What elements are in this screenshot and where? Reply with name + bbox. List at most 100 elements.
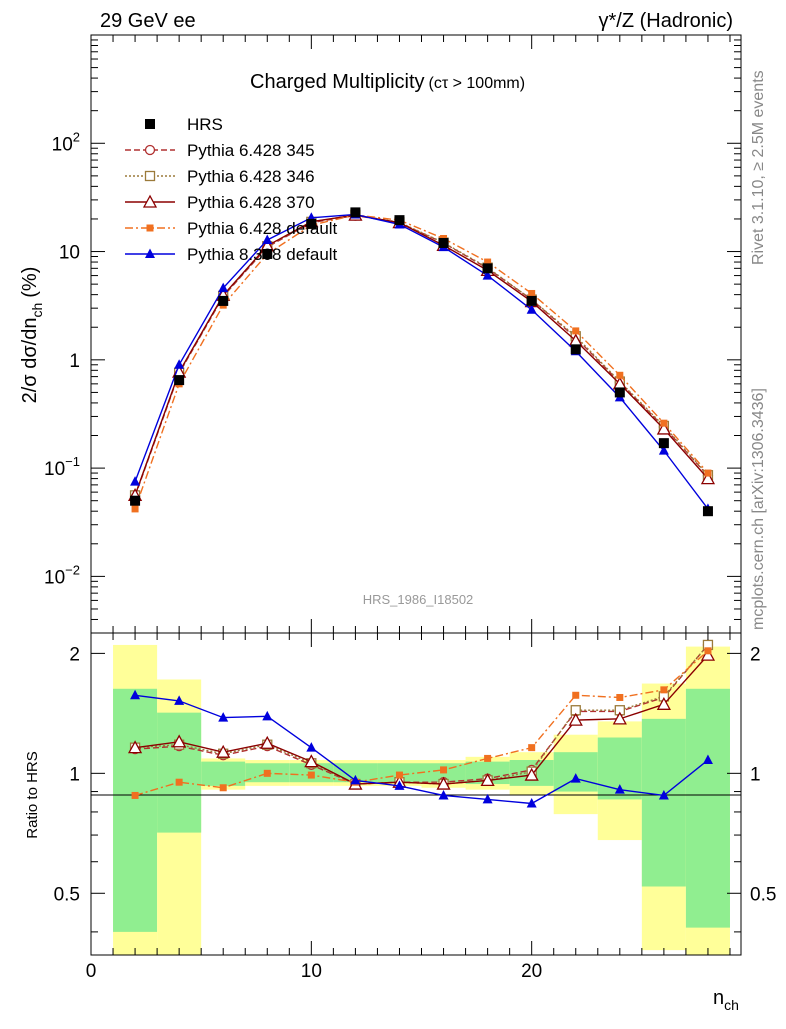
mcplots-note: mcplots.cern.ch [arXiv:1306.3436] [750,388,767,630]
y-axis-label-sub: ch [29,303,45,318]
ratio-point [484,754,492,762]
header-right: γ*/Z (Hadronic) [599,10,733,32]
ratio-point [526,798,537,808]
main-plot-panel: 10−2 10−1 1 10 102 Charged Multiplicity (cτ >… [19,34,742,634]
x-axis-label-sub: ch [724,997,739,1013]
data-point [306,218,317,229]
data-point [700,471,716,485]
data-point [572,327,580,335]
data-point [438,237,449,248]
ratio-point [350,774,361,785]
legend-marker [146,224,154,232]
legend-item: Pythia 6.428 370 [125,193,315,212]
band-green [201,761,246,786]
legend-label: Pythia 6.428 default [187,219,338,238]
ratio-point [262,710,273,721]
ratio-point [570,773,581,783]
legend-marker [145,248,155,258]
ratio-point [394,780,405,790]
ratio-plot-series [127,639,716,808]
y-tick-label-left: 1 [69,764,80,785]
ratio-point [218,712,229,722]
data-point [482,270,493,280]
ratio-point [704,647,712,655]
chart-title-suffix: (cτ > 100mm) [429,75,526,92]
ratio-line [134,654,709,785]
header-left: 29 GeV ee [100,10,196,32]
data-point [131,505,139,513]
band-green [333,763,378,783]
y-tick-label: 10−1 [44,454,80,480]
ratio-point [130,689,141,700]
legend-item: HRS [145,115,223,134]
series-line [134,214,709,510]
main-plot-ticks: 10−2 10−1 1 10 102 [44,35,741,634]
legend-label: Pythia 6.428 370 [187,193,315,212]
ratio-line [135,644,709,785]
data-point [656,421,671,435]
x-tick-label: 10 [301,961,322,982]
ratio-point [174,695,185,705]
band-green [113,688,158,932]
data-point [482,263,493,274]
legend: HRS Pythia 6.428 345 Pythia 6.428 346 Pythi… [125,115,338,264]
ratio-point [656,696,671,710]
y-tick-label-left: 0.5 [54,884,80,905]
x-axis-label: nch [713,987,739,1013]
ratio-plot-ticks: 0 10 20 0.5 0.5 1 1 2 2 [54,633,776,982]
y-tick-label: 10−2 [44,562,80,588]
legend-item: Pythia 8.308 default [125,245,338,264]
ratio-point [702,754,713,765]
y-tick-label-left: 2 [69,644,80,665]
legend-marker [145,119,155,129]
y-tick-label-right: 2 [750,644,761,665]
ratio-point [480,773,495,787]
y-axis-label-unit: (%) [19,267,41,298]
data-point [130,476,141,486]
legend-marker [144,170,156,182]
legend-item: Pythia 6.428 default [125,219,338,238]
x-tick-label: 20 [521,961,542,982]
legend-item: Pythia 6.428 345 [125,141,315,160]
data-point [174,375,185,386]
ratio-point [528,744,536,752]
ratio-point [658,789,669,800]
series-hrs [130,207,713,517]
chart-title: Charged Multiplicity (cτ > 100mm) [250,71,525,93]
uncertainty-bands [113,644,730,955]
rivet-note: Rivet 3.1.10, ≥ 2.5M events [750,70,767,265]
y-tick-label: 102 [52,129,80,155]
band-green [641,718,686,887]
ratio-point [524,767,539,781]
data-point [702,506,713,517]
band-green [553,752,598,792]
legend-marker [142,194,158,208]
ratio-point [172,734,187,748]
ratio-point [572,691,580,699]
data-point [130,495,141,506]
ratio-point [700,647,716,661]
y-axis-label: 2/σ dσ/dnch(%) [19,267,45,404]
data-point [174,359,185,369]
data-point [394,215,405,226]
ratio-series-pythia-8-308-default [130,689,713,808]
legend-item: Pythia 6.428 346 [125,167,315,186]
series-line [134,214,709,496]
x-tick-label: 0 [86,961,97,982]
ratio-point [612,711,627,725]
ratio-point [568,712,583,726]
legend-label: HRS [187,115,223,134]
y-tick-label-right: 1 [750,764,761,785]
legend-label: Pythia 6.428 345 [187,141,315,160]
ratio-point [307,771,315,779]
data-point [570,344,581,355]
ratio-line [134,694,709,805]
ratio-point [216,744,231,758]
data-point [528,289,536,297]
data-point [218,282,229,293]
ratio-point [482,793,493,804]
data-point [262,248,273,259]
ratio-series-pythia-6-428-default [131,647,712,799]
ratio-point [440,766,448,774]
